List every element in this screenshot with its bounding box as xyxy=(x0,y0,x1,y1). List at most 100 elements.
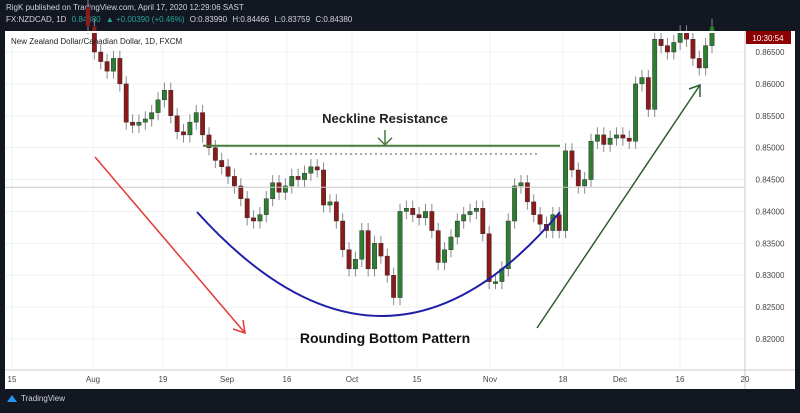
candle-down xyxy=(104,61,110,72)
candle-down xyxy=(410,208,416,215)
candle-down xyxy=(219,160,225,168)
candle-down xyxy=(365,230,371,270)
candle-up xyxy=(582,179,588,187)
candle-down xyxy=(696,58,702,69)
candle-down xyxy=(244,198,250,219)
uptrend-arrow-icon[interactable] xyxy=(536,83,701,329)
downtrend-arrow-icon[interactable] xyxy=(94,156,246,335)
candle-down xyxy=(206,134,212,148)
candle-down xyxy=(225,166,231,177)
brand[interactable]: TradingView xyxy=(21,393,66,403)
candle-up xyxy=(155,99,161,113)
candle-up xyxy=(588,141,594,180)
candle-down xyxy=(575,169,581,187)
footer: TradingView xyxy=(6,393,65,403)
candle-up xyxy=(493,281,498,284)
candle-up xyxy=(461,214,467,222)
price-tick-label: 0.85500 xyxy=(756,112,785,121)
candle-down xyxy=(340,220,346,250)
time-axis[interactable]: 15 Aug 19 Sep 16 Oct 15 Nov 18 Dec 16 20 xyxy=(8,375,750,384)
candle-down xyxy=(690,39,696,59)
close-value: C:0.84380 xyxy=(315,15,353,24)
candle-down xyxy=(658,39,664,46)
candle-up xyxy=(397,211,403,298)
time-tick-label: Aug xyxy=(86,375,100,384)
candle-down xyxy=(117,58,123,85)
candle-up xyxy=(518,182,524,187)
time-tick-label: Nov xyxy=(483,375,497,384)
price-tick-label: 0.86000 xyxy=(756,80,785,89)
candle-down xyxy=(626,137,632,142)
candle-up xyxy=(403,208,409,212)
candle-up xyxy=(270,182,276,199)
time-tick-label: 15 xyxy=(8,375,17,384)
candle-up xyxy=(512,185,518,222)
candle-up xyxy=(633,83,638,142)
candle-up xyxy=(327,201,333,206)
candle-down xyxy=(98,51,104,62)
candle-up xyxy=(187,121,193,136)
tradingview-logo-icon[interactable] xyxy=(6,393,18,403)
candle-up xyxy=(289,176,295,187)
candle-down xyxy=(174,115,180,132)
candle-up xyxy=(308,166,314,174)
high-value: H:0.84466 xyxy=(232,15,270,24)
neckline-arrow-icon xyxy=(377,130,393,146)
time-tick-label: 18 xyxy=(559,375,568,384)
symbol: FX:NZDCAD, 1D xyxy=(6,15,67,24)
candle-up xyxy=(594,134,600,142)
candles xyxy=(85,0,715,306)
price-tick-label: 0.83500 xyxy=(756,239,785,248)
candle-down xyxy=(295,176,301,180)
candle-down xyxy=(569,150,575,171)
candle-down xyxy=(378,243,384,257)
candle-up xyxy=(467,211,473,215)
candle-up xyxy=(671,42,677,53)
candle-up xyxy=(563,150,568,231)
candle-up xyxy=(263,198,269,215)
candle-up xyxy=(162,90,167,101)
candle-down xyxy=(168,90,174,116)
time-tick-label: 16 xyxy=(676,375,685,384)
candle-up xyxy=(709,26,715,46)
rounding-bottom-curve[interactable] xyxy=(196,211,561,317)
candle-up xyxy=(607,137,613,145)
pattern-label: Rounding Bottom Pattern xyxy=(300,330,470,346)
candle-up xyxy=(372,243,377,270)
candle-down xyxy=(391,275,397,298)
candle-up xyxy=(111,58,116,72)
candle-down xyxy=(123,83,129,123)
candle-down xyxy=(620,134,626,139)
candle-up xyxy=(448,236,454,250)
candle-up xyxy=(474,208,479,212)
candle-up xyxy=(639,77,645,85)
candle-down xyxy=(333,201,339,222)
price-tick-label: 0.82000 xyxy=(756,335,785,344)
price-tick-label: 0.83000 xyxy=(756,271,785,280)
candle-up xyxy=(359,230,365,260)
candle-down xyxy=(416,214,422,219)
candle-down xyxy=(601,134,607,145)
candle-down xyxy=(556,214,562,231)
time-tick-label: 19 xyxy=(159,375,168,384)
candle-down xyxy=(200,112,206,136)
candle-down xyxy=(346,249,352,270)
candle-up xyxy=(142,118,148,123)
candle-down xyxy=(85,7,91,27)
candle-up xyxy=(652,39,658,110)
candle-down xyxy=(429,211,435,231)
overlays xyxy=(5,31,795,335)
candle-up xyxy=(302,172,307,180)
candle-down xyxy=(232,176,237,187)
candle-down xyxy=(130,121,135,126)
candle-up xyxy=(505,220,511,270)
candle-down xyxy=(531,201,537,215)
grid xyxy=(5,31,746,370)
candle-up xyxy=(353,259,358,270)
price-axis[interactable]: 0.86500 0.86000 0.85500 0.85000 0.84500 0.840… xyxy=(756,48,785,344)
candle-down xyxy=(384,255,390,276)
candle-down xyxy=(486,233,492,282)
time-tick-label: 16 xyxy=(283,375,292,384)
candle-down xyxy=(435,230,441,263)
